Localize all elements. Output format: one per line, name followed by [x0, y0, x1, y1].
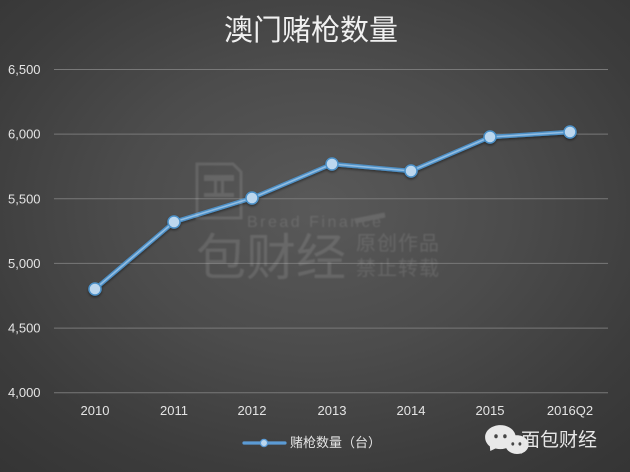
svg-text:5,500: 5,500: [8, 191, 41, 206]
svg-text:赌枪数量（台）: 赌枪数量（台）: [290, 435, 381, 450]
svg-text:包财经: 包财经: [196, 230, 346, 286]
svg-text:2013: 2013: [318, 403, 347, 418]
svg-text:6,000: 6,000: [8, 127, 41, 142]
svg-text:Bread Finance: Bread Finance: [247, 214, 384, 231]
svg-text:6,500: 6,500: [8, 62, 41, 77]
svg-text:2012: 2012: [238, 403, 267, 418]
svg-text:5,000: 5,000: [8, 256, 41, 271]
svg-text:禁止转载: 禁止转载: [356, 257, 440, 280]
svg-text:2014: 2014: [397, 403, 426, 418]
svg-text:2010: 2010: [81, 403, 110, 418]
svg-text:原创作品: 原创作品: [356, 232, 440, 255]
svg-text:2011: 2011: [160, 403, 188, 418]
svg-text:澳门赌枪数量: 澳门赌枪数量: [224, 14, 398, 47]
svg-text:2016Q2: 2016Q2: [547, 403, 593, 418]
svg-text:面包财经: 面包财经: [521, 429, 597, 451]
svg-text:4,000: 4,000: [8, 385, 41, 400]
svg-text:4,500: 4,500: [8, 321, 41, 336]
svg-text:2015: 2015: [476, 403, 505, 418]
